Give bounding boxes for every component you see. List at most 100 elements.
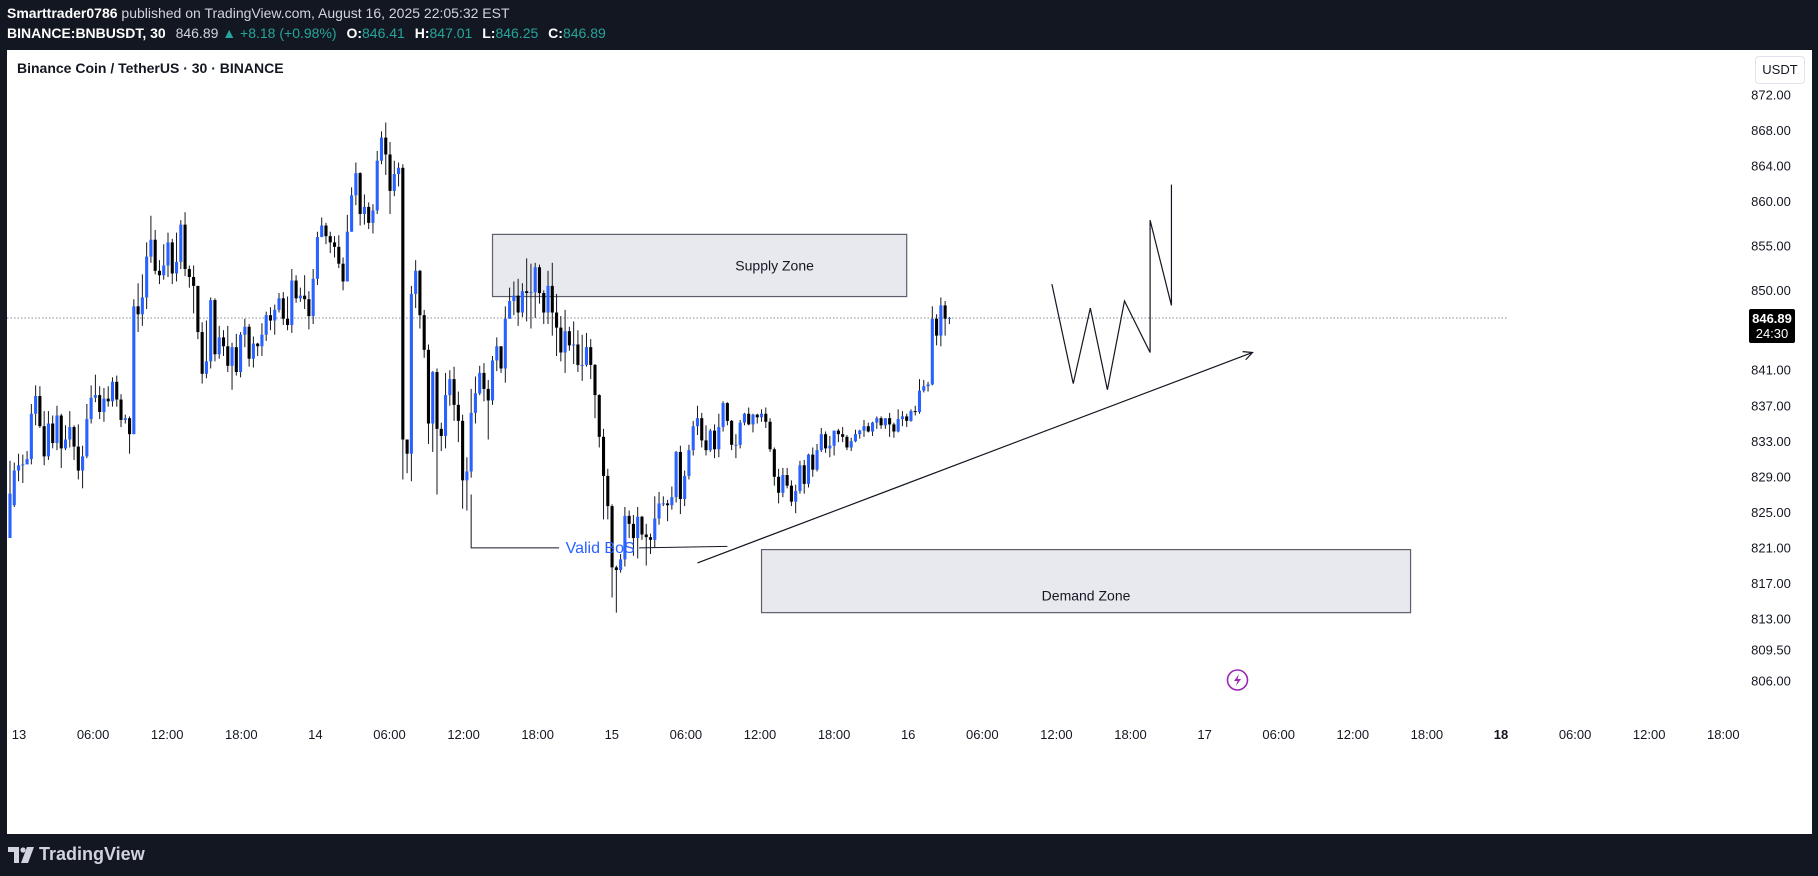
time-tick-label: 14 xyxy=(308,727,322,742)
candle xyxy=(247,324,251,367)
candle-body xyxy=(119,399,123,420)
time-axis[interactable]: 13 06:00 12:00 18:00 14 06:00 12:00 18:00 15 06:0… xyxy=(12,727,1740,742)
candle xyxy=(157,260,161,285)
price-tick-label: 850.00 xyxy=(1751,283,1791,298)
candle-body xyxy=(183,224,187,270)
candle xyxy=(290,269,294,333)
price-chart[interactable]: Supply Zone Demand Zone Valid BoS 872.00 868… xyxy=(7,50,1812,834)
candle-body xyxy=(563,331,567,353)
candle xyxy=(324,222,328,245)
candle-body xyxy=(465,471,469,481)
candle xyxy=(384,122,388,175)
candle xyxy=(516,278,520,326)
candle xyxy=(209,297,213,369)
candle-body xyxy=(930,318,934,385)
candle xyxy=(448,370,452,406)
last-price-value: 846.89 xyxy=(1752,311,1792,326)
candle xyxy=(836,428,840,443)
candle xyxy=(59,413,63,468)
time-tick-label: 18 xyxy=(1494,727,1508,742)
candle-body xyxy=(888,418,892,425)
candle-body xyxy=(653,518,657,540)
publish-header: Smarttrader0786 published on TradingView… xyxy=(0,0,1818,50)
author-name[interactable]: Smarttrader0786 xyxy=(7,5,118,21)
candle-body xyxy=(290,280,294,325)
candle-body xyxy=(734,444,738,446)
footer-bar: TradingView xyxy=(0,834,1818,876)
candle-body xyxy=(785,475,789,486)
candle-body xyxy=(939,305,943,336)
demand-zone-box[interactable] xyxy=(760,548,1412,614)
projection-path[interactable] xyxy=(1051,184,1173,390)
candle xyxy=(644,523,648,566)
time-tick-label: 18:00 xyxy=(521,727,554,742)
candle-body xyxy=(51,423,55,444)
supply-zone-label: Supply Zone xyxy=(735,257,814,273)
candle-body xyxy=(499,346,503,369)
currency-badge[interactable]: USDT xyxy=(1755,56,1805,84)
lightning-icon[interactable] xyxy=(1226,669,1249,691)
candle-body xyxy=(170,242,174,274)
candle-body xyxy=(849,441,853,448)
candle xyxy=(879,416,883,429)
candle-body xyxy=(431,372,435,424)
candle xyxy=(414,260,418,309)
candle-body xyxy=(89,397,93,420)
candle-body xyxy=(25,459,29,465)
candle-body xyxy=(777,476,781,493)
candle-body xyxy=(922,386,926,391)
close-label: C: xyxy=(548,25,563,41)
supply-zone-box[interactable] xyxy=(491,233,908,298)
candle-body xyxy=(456,404,460,421)
candle xyxy=(401,164,405,480)
candle xyxy=(16,453,21,482)
close-value: 846.89 xyxy=(562,25,606,41)
candle xyxy=(674,451,678,503)
candle xyxy=(123,414,127,424)
candle-body xyxy=(379,137,384,161)
candle-body xyxy=(264,315,268,335)
time-tick-label: 06:00 xyxy=(1559,727,1592,742)
candle xyxy=(221,330,226,357)
candle xyxy=(721,401,725,432)
candle-body xyxy=(452,379,456,405)
price-tick-label: 855.00 xyxy=(1751,238,1791,253)
candle-body xyxy=(559,327,563,353)
candle xyxy=(490,356,495,405)
trendline[interactable] xyxy=(697,351,1253,564)
time-tick-label: 06:00 xyxy=(1262,727,1295,742)
candle xyxy=(623,506,627,567)
candle xyxy=(589,339,593,380)
tradingview-logo[interactable]: TradingView xyxy=(8,844,145,865)
candle xyxy=(89,385,93,424)
candle xyxy=(661,496,665,507)
price-axis[interactable]: 872.00 868.00 864.00 860.00 855.00 850.00 841.… xyxy=(1749,88,1795,689)
candle xyxy=(243,318,247,348)
candle-body xyxy=(157,270,161,276)
bos-annotation: Valid BoS xyxy=(470,494,728,557)
candle-body xyxy=(640,516,644,535)
candle xyxy=(375,150,379,214)
candle-body xyxy=(298,295,302,299)
candle xyxy=(256,342,260,357)
symbol-label: BINANCE:BNBUSDT, 30 xyxy=(7,25,166,41)
candle xyxy=(63,425,68,451)
candle-body xyxy=(503,318,507,369)
candle-body xyxy=(512,295,516,301)
candle-body xyxy=(68,427,72,440)
candle-body xyxy=(794,490,798,502)
price-tick-label: 825.00 xyxy=(1751,505,1791,520)
candle xyxy=(392,160,396,197)
candle xyxy=(687,444,691,480)
price-tick-label: 817.00 xyxy=(1751,576,1791,591)
chart-area[interactable]: Supply Zone Demand Zone Valid BoS 872.00 868… xyxy=(7,50,1812,834)
candle xyxy=(367,202,371,230)
candle xyxy=(426,344,431,444)
candle-body xyxy=(123,418,127,420)
candle xyxy=(883,418,887,429)
open-label: O: xyxy=(346,25,363,41)
candle xyxy=(734,434,738,459)
candle xyxy=(909,409,913,422)
candle-body xyxy=(759,413,764,418)
candle xyxy=(678,445,682,515)
